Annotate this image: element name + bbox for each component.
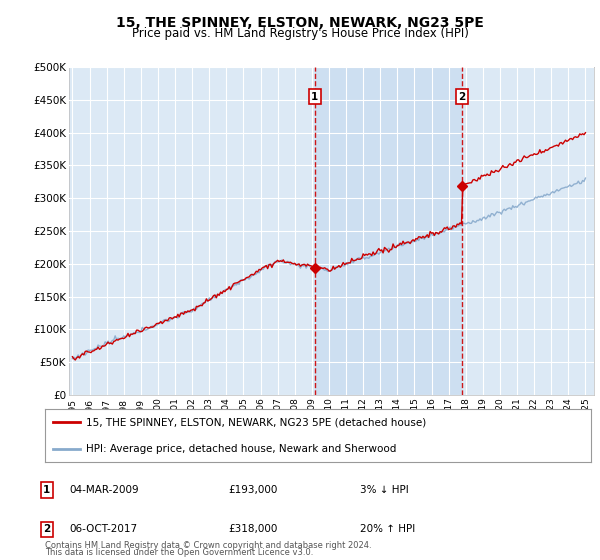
Text: 3% ↓ HPI: 3% ↓ HPI <box>360 485 409 495</box>
Text: This data is licensed under the Open Government Licence v3.0.: This data is licensed under the Open Gov… <box>45 548 313 557</box>
Text: 04-MAR-2009: 04-MAR-2009 <box>69 485 139 495</box>
Text: HPI: Average price, detached house, Newark and Sherwood: HPI: Average price, detached house, Newa… <box>86 444 397 454</box>
Bar <box>315 67 462 395</box>
Text: Price paid vs. HM Land Registry's House Price Index (HPI): Price paid vs. HM Land Registry's House … <box>131 27 469 40</box>
Text: 20% ↑ HPI: 20% ↑ HPI <box>360 524 415 534</box>
Text: £318,000: £318,000 <box>228 524 277 534</box>
Text: 15, THE SPINNEY, ELSTON, NEWARK, NG23 5PE (detached house): 15, THE SPINNEY, ELSTON, NEWARK, NG23 5P… <box>86 417 426 427</box>
Text: 1: 1 <box>43 485 50 495</box>
Text: 2: 2 <box>43 524 50 534</box>
Text: 2: 2 <box>458 92 466 102</box>
Text: 15, THE SPINNEY, ELSTON, NEWARK, NG23 5PE: 15, THE SPINNEY, ELSTON, NEWARK, NG23 5P… <box>116 16 484 30</box>
Text: 06-OCT-2017: 06-OCT-2017 <box>69 524 137 534</box>
Text: 1: 1 <box>311 92 319 102</box>
Text: Contains HM Land Registry data © Crown copyright and database right 2024.: Contains HM Land Registry data © Crown c… <box>45 541 371 550</box>
Text: £193,000: £193,000 <box>228 485 277 495</box>
